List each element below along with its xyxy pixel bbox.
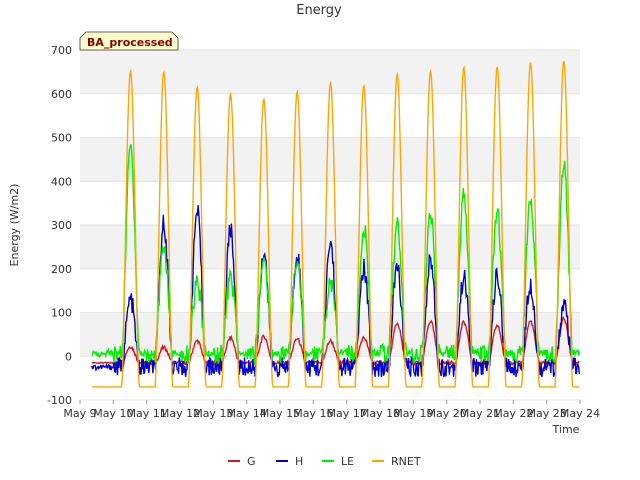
y-tick-label: 500 [51,132,72,145]
x-tick-label: May 22 [493,407,533,420]
series-line-g [91,315,580,368]
x-tick-label: May 19 [393,407,433,420]
legend: G H LE RNET [228,455,421,468]
x-tick-label: May 11 [127,407,167,420]
series-line-h [91,205,580,378]
x-tick-label: May 12 [160,407,200,420]
series-lines [91,60,580,388]
x-tick-label: May 14 [227,407,267,420]
x-tick-label: May 23 [527,407,567,420]
x-tick-label: May 20 [427,407,467,420]
x-tick-label: May 10 [93,407,133,420]
y-tick-label: -100 [47,394,72,407]
series-line-rnet [91,60,580,388]
x-tick-label: May 9 [63,407,96,420]
y-tick-label: 300 [51,219,72,232]
legend-label-g: G [247,455,256,468]
series-line-le [91,144,580,367]
processed-tag: BA_processed [79,31,179,51]
x-tick-label: May 17 [327,407,367,420]
y-tick-label: 600 [51,88,72,101]
y-tick-label: 0 [65,350,72,363]
legend-label-h: H [295,455,303,468]
x-tick-label: May 21 [460,407,500,420]
x-tick-label: May 24 [560,407,600,420]
x-tick-label: May 18 [360,407,400,420]
processed-tag-label: BA_processed [87,36,173,49]
y-tick-label: 400 [51,175,72,188]
x-axis-label: Time [552,423,580,436]
legend-label-le: LE [341,455,354,468]
y-tick-label: 200 [51,263,72,276]
y-axis-label: Energy (W/m2) [8,184,21,267]
y-axis-ticks: -100 0 100 200 300 400 500 600 700 [47,44,72,407]
legend-label-rnet: RNET [391,455,421,468]
y-tick-label: 700 [51,44,72,57]
y-tick-label: 100 [51,307,72,320]
grid-band [80,137,580,182]
x-tick-label: May 16 [293,407,333,420]
x-tick-label: May 15 [260,407,300,420]
chart-title: Energy [296,3,342,18]
x-tick-label: May 13 [193,407,233,420]
